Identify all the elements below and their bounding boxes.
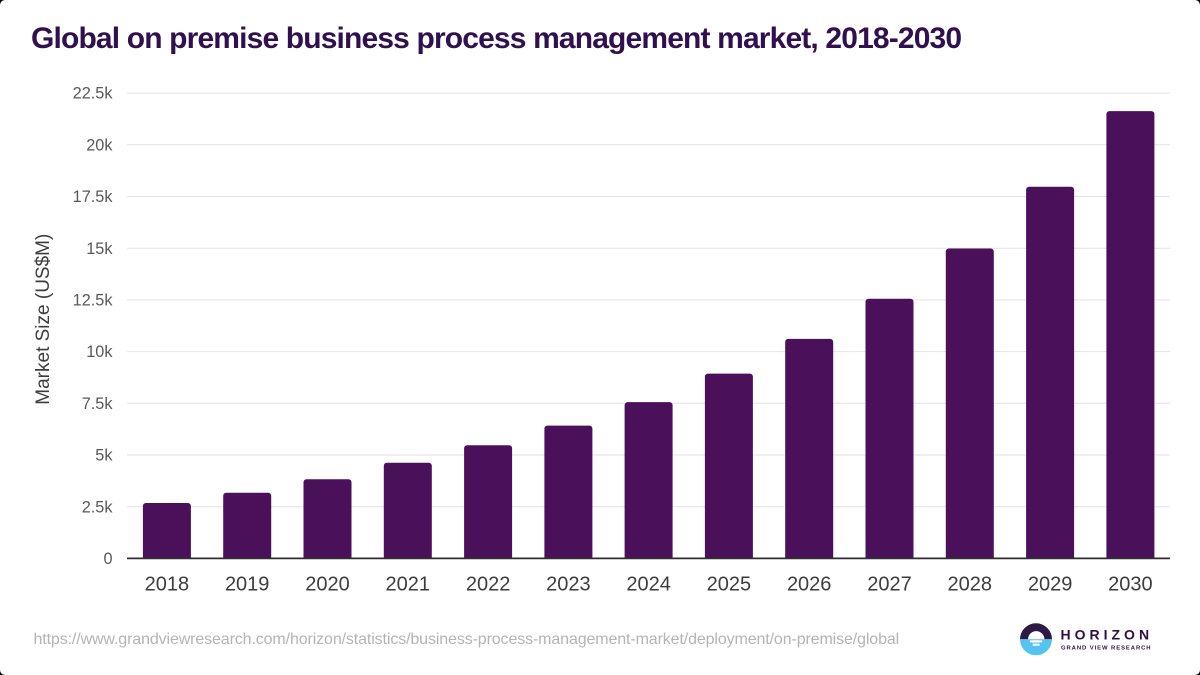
svg-text:7.5k: 7.5k xyxy=(82,395,114,413)
svg-text:2029: 2029 xyxy=(1028,573,1073,595)
svg-text:2021: 2021 xyxy=(386,573,431,595)
svg-text:12.5k: 12.5k xyxy=(73,292,114,310)
svg-text:5k: 5k xyxy=(95,447,113,465)
svg-text:2020: 2020 xyxy=(305,573,350,595)
svg-text:20k: 20k xyxy=(86,136,113,154)
svg-text:2.5k: 2.5k xyxy=(82,498,114,516)
svg-text:2027: 2027 xyxy=(867,573,912,595)
svg-text:2019: 2019 xyxy=(225,573,270,595)
svg-text:2024: 2024 xyxy=(626,573,671,595)
svg-text:2022: 2022 xyxy=(466,573,511,595)
svg-text:17.5k: 17.5k xyxy=(73,188,114,206)
svg-text:2026: 2026 xyxy=(787,573,832,595)
svg-text:2023: 2023 xyxy=(546,573,591,595)
svg-text:10k: 10k xyxy=(86,343,113,361)
svg-text:2030: 2030 xyxy=(1108,573,1153,595)
svg-text:2018: 2018 xyxy=(145,573,190,595)
svg-text:0: 0 xyxy=(103,550,112,568)
svg-text:15k: 15k xyxy=(86,240,113,258)
svg-text:22.5k: 22.5k xyxy=(73,85,114,103)
svg-text:GRAND VIEW RESEARCH: GRAND VIEW RESEARCH xyxy=(1061,646,1151,652)
svg-text:2025: 2025 xyxy=(707,573,752,595)
svg-text:Market Size (US$M): Market Size (US$M) xyxy=(33,234,54,405)
svg-text:2028: 2028 xyxy=(948,573,993,595)
svg-text:HORIZON: HORIZON xyxy=(1061,626,1154,642)
